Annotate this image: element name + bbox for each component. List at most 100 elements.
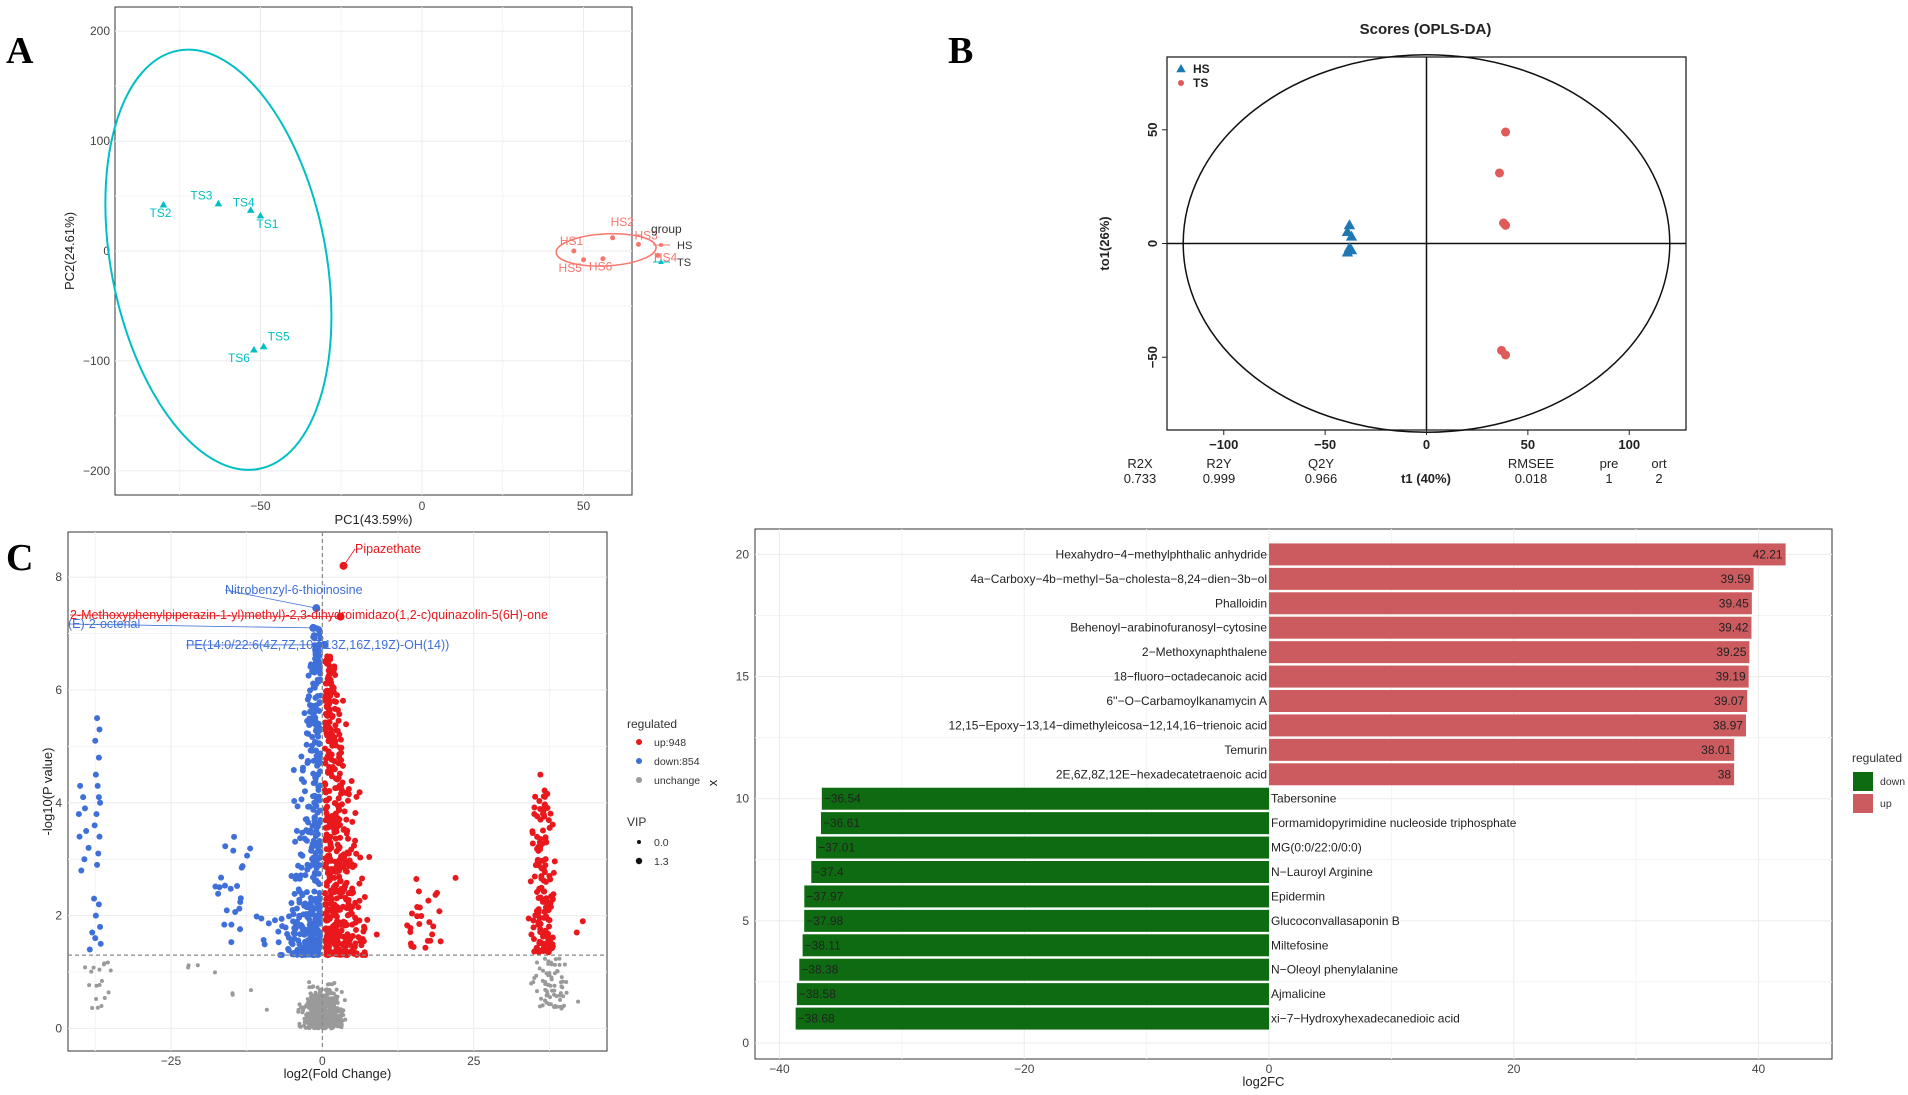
volcano-point-up (332, 935, 339, 942)
pca-legend-label-hs: HS (677, 240, 692, 252)
pca-y-tick-label: 0 (103, 244, 110, 258)
volcano-point-down (311, 709, 318, 716)
volcano-point-unchange (333, 1020, 338, 1025)
volcano-point-down (223, 907, 230, 914)
pca-point-label: TS6 (228, 351, 250, 365)
volcano-point-up (327, 841, 334, 848)
volcano-point-down (309, 734, 316, 741)
volcano-point-down (80, 794, 87, 801)
volcano-point-up (321, 890, 328, 897)
volcano-point-unchange (549, 988, 554, 993)
volcano-point-down (301, 710, 308, 717)
oplsda-y-axis-label: to1(26%) (1097, 216, 1112, 270)
volcano-point-down (260, 936, 267, 943)
bar-x-axis-label: log2FC (1243, 1074, 1285, 1089)
bar-up (1269, 543, 1786, 566)
volcano-point-up (321, 780, 328, 787)
volcano-point-unchange (331, 997, 336, 1002)
volcano-point-up (525, 915, 532, 922)
volcano-point-up (345, 890, 352, 897)
bar-category-label: Epidermin (1271, 889, 1325, 903)
volcano-point-unchange (339, 989, 344, 994)
bar-category-label: N−Lauroyl Arginine (1271, 865, 1373, 879)
volcano-point-up (415, 888, 422, 895)
volcano-point-up (324, 698, 331, 705)
volcano-annotation-label: Pipazethate (355, 542, 421, 556)
volcano-point-unchange (309, 992, 314, 997)
volcano-point-unchange (339, 1022, 344, 1027)
volcano-point-up (339, 697, 346, 704)
volcano-point-down (97, 799, 104, 806)
bar-category-label: Miltefosine (1271, 938, 1329, 952)
volcano-point-unchange (312, 1024, 317, 1029)
volcano-point-down (83, 827, 90, 834)
oplsda-stat-header: R2Y (1206, 456, 1232, 471)
volcano-point-unchange (340, 1018, 345, 1023)
volcano-point-up (541, 801, 548, 808)
bar-x-tick-label: 0 (1266, 1062, 1273, 1076)
oplsda-stat-value: 0.018 (1515, 471, 1548, 486)
volcano-point-down (292, 838, 299, 845)
volcano-point-unchange (324, 1023, 329, 1028)
volcano-legend-key (636, 758, 642, 764)
volcano-point-up (341, 808, 348, 815)
volcano-point-up (332, 868, 339, 875)
volcano-point-up (349, 903, 356, 910)
volcano-point-up (323, 692, 330, 699)
bar-value-label: 39.59 (1721, 572, 1751, 586)
volcano-point-up (323, 939, 330, 946)
volcano-point-up (344, 797, 351, 804)
volcano-point-up (338, 927, 345, 934)
bar-down (820, 812, 1270, 835)
volcano-point-down (86, 946, 93, 953)
volcano-point-down (305, 828, 312, 835)
volcano-annotation-label: 2-Methoxyphenylpiperazin-1-yl)methyl)-2,… (70, 608, 548, 622)
bar-y-tick-label: 20 (736, 547, 750, 561)
volcano-point-up (353, 793, 360, 800)
volcano-point-down (290, 930, 297, 937)
bar-category-label: 18−fluoro−octadecanoic acid (1114, 670, 1267, 684)
pca-point-ts6 (250, 345, 258, 353)
oplsda-stat-value: 2 (1655, 471, 1662, 486)
volcano-point-unchange (529, 981, 534, 986)
volcano-point-up (345, 835, 352, 842)
volcano-point-up (343, 905, 350, 912)
pca-point-hs5 (581, 257, 587, 263)
pca-point-hs6 (600, 256, 606, 262)
volcano-point-unchange (544, 971, 549, 976)
volcano-point-up (531, 873, 538, 880)
volcano-point-down (310, 927, 317, 934)
volcano-point-down (312, 718, 319, 725)
volcano-point-unchange (330, 982, 335, 987)
volcano-point-up (334, 727, 341, 734)
volcano-point-up (329, 714, 336, 721)
bar-up (1269, 690, 1748, 712)
volcano-point-unchange (101, 962, 106, 967)
bar-value-label: 38.97 (1713, 718, 1743, 732)
volcano-point-up (332, 810, 339, 817)
bar-legend-label-down: down (1880, 776, 1905, 788)
bar-category-label: Behenoyl−arabinofuranosyl−cytosine (1070, 621, 1267, 635)
volcano-point-unchange (339, 1009, 344, 1014)
volcano-point-unchange (186, 963, 191, 968)
oplsda-legend-label-ts: TS (1193, 76, 1208, 90)
volcano-y-tick-label: 8 (55, 570, 62, 584)
bar-category-label: 2E,6Z,8Z,12E−hexadecatetraenoic acid (1056, 767, 1267, 781)
volcano-point-unchange (329, 1025, 334, 1030)
volcano-point-down (314, 842, 321, 849)
bar-up (1269, 665, 1749, 688)
volcano-point-down (285, 947, 292, 954)
volcano-point-up (535, 894, 542, 901)
volcano-point-down (312, 774, 319, 781)
volcano-point-down (306, 917, 313, 924)
volcano-legend-label: unchange (654, 775, 700, 787)
volcano-point-down (298, 753, 305, 760)
volcano-point-down (301, 902, 308, 909)
volcano-point-down (232, 909, 239, 916)
oplsda-point-ts (1501, 127, 1511, 137)
volcano-point-unchange (89, 969, 94, 974)
volcano-point-down (297, 835, 304, 842)
volcano-point-down (81, 805, 88, 812)
volcano-point-down (310, 837, 317, 844)
bar-category-label: xi−7−Hydroxyhexadecanedioic acid (1271, 1012, 1460, 1026)
